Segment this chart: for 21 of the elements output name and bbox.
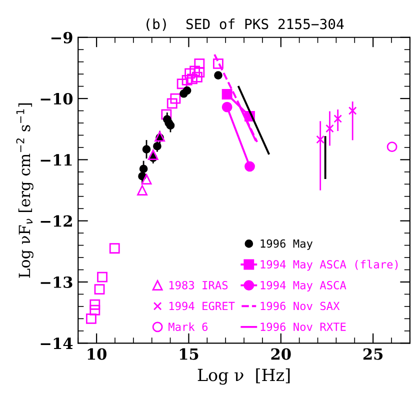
legend-label: 1996 Nov SAX <box>260 302 340 310</box>
chart-title: (b) SED of PKS 2155−304 <box>146 18 344 31</box>
legend-label: 1994 May ASCA (flare) <box>260 260 398 271</box>
y-tick-label: −12 <box>40 215 72 227</box>
y-tick-label: −9 <box>51 32 72 44</box>
x-tick-label: 25 <box>363 348 383 360</box>
legend-label: 1996 May <box>260 239 313 250</box>
y-tick-label: −14 <box>40 338 73 349</box>
legend-label: 1983 IRAS <box>169 280 228 290</box>
legend-label: Mark 6 <box>168 322 208 331</box>
y-tick-label: −10 <box>40 92 73 105</box>
y-tick-label: −13 <box>40 276 72 288</box>
y-axis-title: Log νF$_{ν}$ [erg cm$^{−2}$ s$^{−1}$] <box>16 103 34 278</box>
x-tick-label: 15 <box>180 348 198 360</box>
x-tick-label: 10 <box>88 348 106 360</box>
legend-label: 1994 EGRET <box>169 302 235 310</box>
legend-label: 1996 Nov RXTE <box>260 322 346 331</box>
y-tick-label: −11 <box>40 154 72 166</box>
x-axis-title: Log ν [Hz] <box>198 368 290 385</box>
x-tick-label: 20 <box>271 348 291 360</box>
legend-label: 1994 May ASCA <box>260 280 346 292</box>
